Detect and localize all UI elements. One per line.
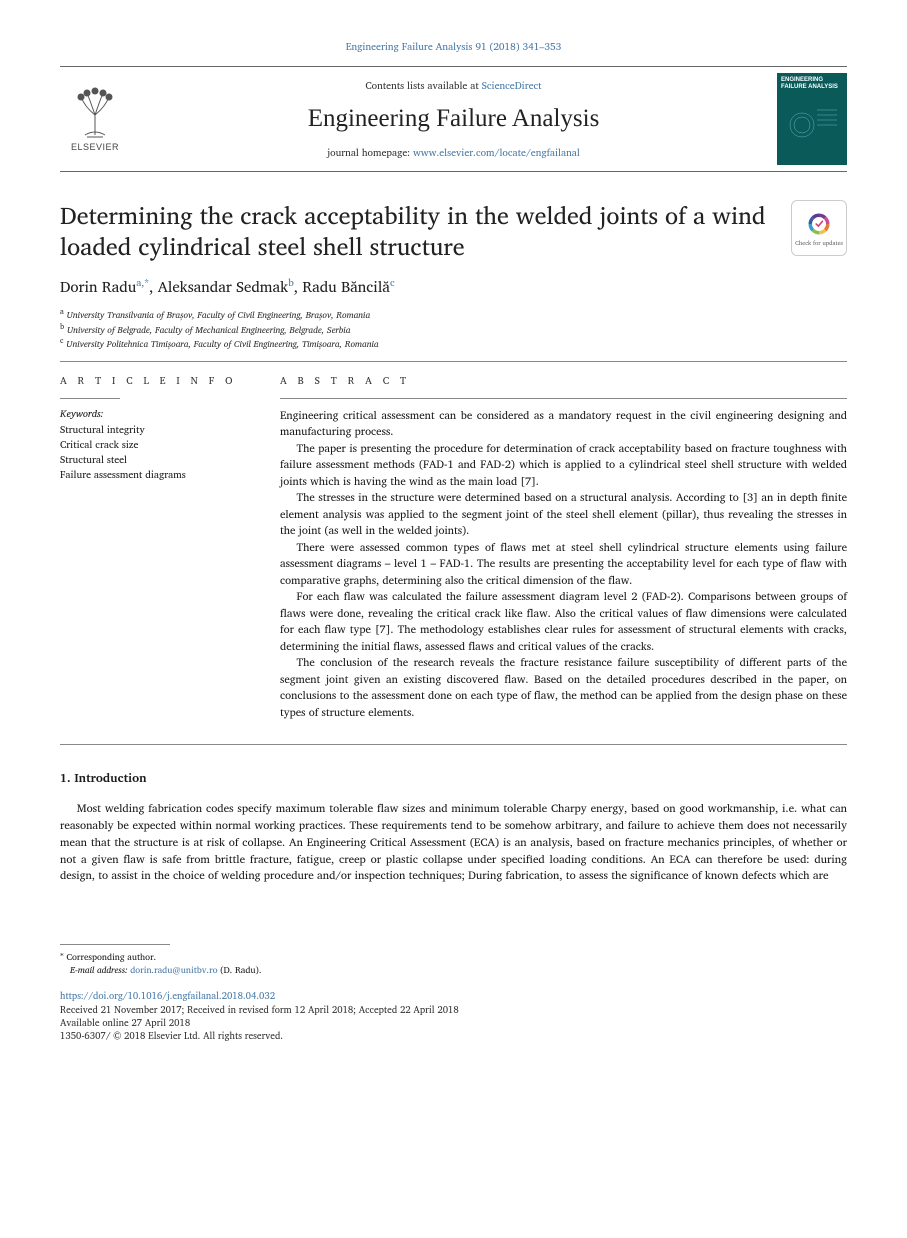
author-2-name: Aleksandar Sedmak [158,274,288,299]
email-link[interactable]: dorin.radu@unitbv.ro [130,962,217,977]
affil-c: c University Politehnica Timișoara, Facu… [60,336,847,351]
author-2-affil-mark[interactable]: b [288,275,294,291]
homepage-link[interactable]: www.elsevier.com/locate/engfailanal [413,145,580,161]
history-line-2: Available online 27 April 2018 [60,1017,847,1030]
affil-c-mark: c [60,335,64,347]
author-3-name: Radu Băncilă [302,274,390,299]
title-row: Determining the crack acceptability in t… [60,200,847,262]
abstract-p5: For each flaw was calculated the failure… [280,588,847,654]
affil-a-text: University Transilvania of Brașov, Facul… [66,307,370,322]
keywords-list: Structural integrity Critical crack size… [60,423,250,483]
affil-c-text: University Politehnica Timișoara, Facult… [66,336,378,351]
abstract-col: A B S T R A C T Engineering critical ass… [280,374,847,721]
journal-banner: ELSEVIER Contents lists available at Sci… [60,66,847,172]
author-1-name: Dorin Radu [60,274,136,299]
sciencedirect-link[interactable]: ScienceDirect [482,78,542,94]
citation-link[interactable]: Engineering Failure Analysis 91 (2018) 3… [346,39,562,55]
affil-a: a University Transilvania of Brașov, Fac… [60,307,847,322]
copyright-line: 1350-6307/ © 2018 Elsevier Ltd. All righ… [60,1030,847,1043]
check-updates-badge[interactable]: Check for updates [791,200,847,256]
email-label: E-mail address: [70,962,128,977]
abstract-p3: The stresses in the structure were deter… [280,489,847,539]
author-1-corr-mark[interactable]: * [144,275,149,291]
banner-center: Contents lists available at ScienceDirec… [130,79,777,160]
header-citation: Engineering Failure Analysis 91 (2018) 3… [60,40,847,54]
homepage-prefix: journal homepage: [327,145,413,161]
check-updates-icon [805,210,833,238]
abstract-p1: Engineering critical assessment can be c… [280,407,847,440]
email-line: E-mail address: dorin.radu@unitbv.ro (D.… [60,964,847,977]
article-info-col: A R T I C L E I N F O Keywords: Structur… [60,374,250,721]
elsevier-tree-icon [67,85,123,141]
author-1-affil-mark[interactable]: a, [136,275,144,291]
journal-homepage: journal homepage: www.elsevier.com/locat… [130,146,777,160]
authors-line: Dorin Radua,*, Aleksandar Sedmakb, Radu … [60,276,847,297]
affil-b-mark: b [60,321,64,333]
history-line-1: Received 21 November 2017; Received in r… [60,1004,847,1017]
footnotes: ⁎ Corresponding author. E-mail address: … [60,944,847,1043]
author-3: Radu Băncilăc [302,274,394,299]
email-author: (D. Radu). [220,962,261,977]
article-title: Determining the crack acceptability in t… [60,200,775,262]
info-abstract-row: A R T I C L E I N F O Keywords: Structur… [60,374,847,721]
check-updates-label: Check for updates [795,240,843,247]
contents-prefix: Contents lists available at [365,78,481,94]
journal-cover-thumb[interactable]: ENGINEERING FAILURE ANALYSIS [777,73,847,165]
publisher-name: ELSEVIER [71,141,119,154]
article-info-heading: A R T I C L E I N F O [60,374,250,388]
intro-paragraph: Most welding fabrication codes specify m… [60,800,847,884]
author-2: Aleksandar Sedmakb [158,274,294,299]
cover-graphic-icon [782,90,842,150]
cover-text: ENGINEERING FAILURE ANALYSIS [781,77,843,90]
info-divider [60,398,120,399]
abstract-p2: The paper is presenting the procedure fo… [280,440,847,490]
keyword-4: Failure assessment diagrams [60,468,250,483]
author-1: Dorin Radua,* [60,274,149,299]
history-block: Received 21 November 2017; Received in r… [60,1004,847,1044]
abstract-p6: The conclusion of the research reveals t… [280,654,847,720]
divider-top [60,361,847,362]
introduction-section: 1. Introduction Most welding fabrication… [60,771,847,884]
divider-mid [60,744,847,745]
affil-b: b University of Belgrade, Faculty of Mec… [60,322,847,337]
corr-marker: ⁎ [60,948,64,960]
contents-line: Contents lists available at ScienceDirec… [130,79,777,93]
keyword-1: Structural integrity [60,423,250,438]
journal-title: Engineering Failure Analysis [130,101,777,136]
doi-line: https://doi.org/10.1016/j.engfailanal.20… [60,990,847,1003]
keyword-3: Structural steel [60,453,250,468]
author-3-affil-mark[interactable]: c [390,275,395,291]
intro-heading: 1. Introduction [60,771,847,788]
publisher-logo[interactable]: ELSEVIER [60,85,130,154]
affil-a-mark: a [60,306,64,318]
abstract-heading: A B S T R A C T [280,374,847,388]
abstract-p4: There were assessed common types of flaw… [280,539,847,589]
affil-b-text: University of Belgrade, Faculty of Mecha… [67,322,351,337]
keyword-2: Critical crack size [60,438,250,453]
abstract-divider [280,398,847,399]
keywords-label: Keywords: [60,407,250,421]
affiliations: a University Transilvania of Brașov, Fac… [60,307,847,351]
footnote-rule [60,944,170,945]
